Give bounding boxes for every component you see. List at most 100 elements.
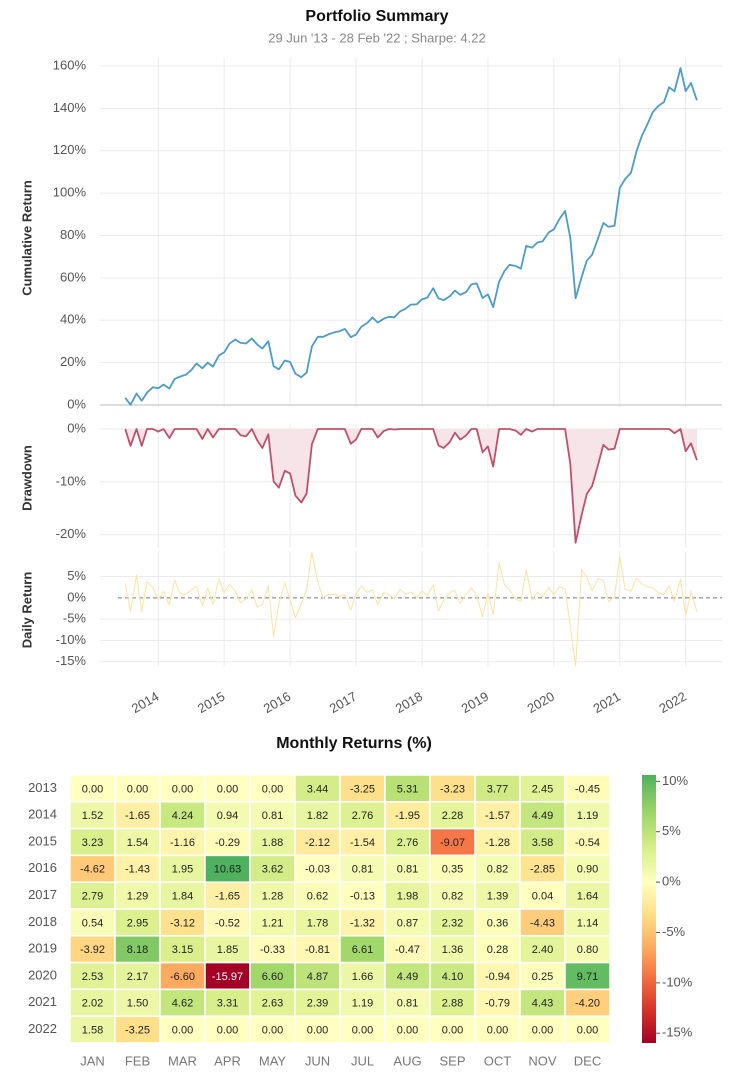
heatmap-cell bbox=[429, 854, 476, 883]
cell-label: -0.29 bbox=[215, 837, 240, 849]
cell-label: 0.90 bbox=[577, 864, 598, 876]
cell-label: 3.31 bbox=[217, 998, 238, 1010]
column-label: JAN bbox=[80, 1053, 105, 1068]
heatmap-cell bbox=[69, 935, 116, 964]
cell-label: -4.20 bbox=[575, 998, 600, 1010]
column-label: SEP bbox=[439, 1053, 465, 1068]
cell-label: 4.24 bbox=[172, 810, 193, 822]
heatmap-title: Monthly Returns (%) bbox=[276, 735, 432, 752]
cell-label: -0.33 bbox=[260, 944, 285, 956]
column-label: OCT bbox=[484, 1053, 512, 1068]
cell-label: 6.60 bbox=[262, 971, 283, 983]
cell-label: 0.87 bbox=[397, 917, 418, 929]
cell-label: 5.31 bbox=[397, 783, 418, 795]
cell-label: -1.65 bbox=[125, 810, 150, 822]
heatmap-cell bbox=[159, 988, 206, 1017]
cell-label: 0.25 bbox=[532, 971, 553, 983]
cell-label: -0.94 bbox=[485, 971, 510, 983]
cell-label: -3.23 bbox=[440, 783, 465, 795]
heatmap-cell bbox=[474, 827, 521, 857]
cell-label: -0.03 bbox=[305, 864, 330, 876]
cell-label: -0.45 bbox=[575, 783, 600, 795]
cell-label: -0.52 bbox=[215, 917, 240, 929]
cell-label: 0.00 bbox=[352, 1025, 373, 1037]
y-tick-label: 60% bbox=[60, 269, 86, 284]
cell-label: -2.85 bbox=[530, 864, 555, 876]
cell-label: -1.32 bbox=[350, 917, 375, 929]
cell-label: -4.43 bbox=[530, 917, 555, 929]
heatmap-cell bbox=[474, 881, 521, 910]
y-axis-label: Cumulative Return bbox=[19, 180, 34, 296]
heatmap-cell bbox=[249, 827, 296, 857]
cell-label: 3.62 bbox=[262, 864, 283, 876]
cell-label: 9.71 bbox=[577, 971, 598, 983]
cell-label: 1.88 bbox=[262, 837, 283, 849]
cell-label: 10.63 bbox=[214, 864, 242, 876]
heatmap-cell bbox=[564, 1015, 611, 1044]
cell-label: 1.19 bbox=[577, 810, 598, 822]
cell-label: -1.57 bbox=[485, 810, 510, 822]
y-tick-label: 0% bbox=[67, 420, 86, 435]
cell-label: 2.79 bbox=[82, 891, 103, 903]
heatmap-cell bbox=[474, 908, 521, 937]
heatmap-cell bbox=[564, 774, 611, 803]
cell-label: 0.80 bbox=[577, 944, 598, 956]
x-tick-label: 2020 bbox=[525, 689, 558, 716]
heatmap-cell bbox=[339, 908, 386, 937]
heatmap-cell bbox=[159, 961, 206, 991]
y-tick-label: 100% bbox=[53, 185, 87, 200]
heatmap-cell bbox=[429, 935, 476, 964]
cell-label: 3.15 bbox=[172, 944, 193, 956]
cell-label: 0.00 bbox=[172, 783, 193, 795]
cell-label: 1.36 bbox=[442, 944, 463, 956]
heatmap-cell bbox=[159, 908, 206, 937]
cell-label: 0.00 bbox=[217, 1025, 238, 1037]
cell-label: 2.17 bbox=[127, 971, 148, 983]
heatmap-cell bbox=[249, 988, 296, 1017]
cell-label: 2.40 bbox=[532, 944, 553, 956]
cell-label: 0.00 bbox=[127, 783, 148, 795]
cell-label: 0.81 bbox=[397, 998, 418, 1010]
cell-label: 1.82 bbox=[307, 810, 328, 822]
cell-label: 0.04 bbox=[532, 891, 553, 903]
y-tick-label: 0% bbox=[67, 396, 86, 411]
heatmap-cell bbox=[159, 881, 206, 910]
x-tick-label: 2016 bbox=[261, 689, 294, 716]
heatmap-cell bbox=[249, 801, 296, 830]
cell-label: -1.65 bbox=[215, 891, 240, 903]
cell-label: 2.53 bbox=[82, 971, 103, 983]
heatmap-cell bbox=[384, 961, 431, 991]
cell-label: 0.28 bbox=[487, 944, 508, 956]
row-label: 2021 bbox=[28, 994, 57, 1009]
cell-label: 2.88 bbox=[442, 998, 463, 1010]
heatmap-cell bbox=[204, 988, 251, 1017]
row-label: 2022 bbox=[28, 1021, 57, 1036]
chart-subtitle: 29 Jun '13 - 28 Feb '22 ; Sharpe: 4.22 bbox=[268, 30, 485, 45]
y-tick-label: 140% bbox=[53, 100, 87, 115]
cell-label: 4.49 bbox=[532, 810, 553, 822]
cell-label: 1.95 bbox=[172, 864, 193, 876]
heatmap-cell bbox=[384, 881, 431, 910]
column-label: FEB bbox=[125, 1053, 150, 1068]
cell-label: 2.76 bbox=[397, 837, 418, 849]
cell-label: 1.84 bbox=[172, 891, 193, 903]
cell-label: -15.97 bbox=[212, 971, 243, 983]
column-label: JUL bbox=[351, 1053, 374, 1068]
heatmap-cell bbox=[339, 854, 386, 883]
cell-label: -9.07 bbox=[440, 837, 465, 849]
cell-label: 4.62 bbox=[172, 998, 193, 1010]
heatmap-cell bbox=[339, 881, 386, 910]
heatmap-cell bbox=[114, 854, 161, 883]
cell-label: 2.32 bbox=[442, 917, 463, 929]
drawdown-area bbox=[125, 428, 697, 543]
row-label: 2015 bbox=[28, 833, 57, 848]
heatmap-cell bbox=[519, 908, 566, 937]
cell-label: 1.52 bbox=[82, 810, 103, 822]
x-tick-label: 2021 bbox=[590, 689, 623, 716]
heatmap-cell bbox=[114, 988, 161, 1017]
heatmap-cell bbox=[114, 961, 161, 991]
cell-label: 1.98 bbox=[397, 891, 418, 903]
heatmap-cell bbox=[69, 988, 116, 1017]
x-tick-label: 2017 bbox=[327, 689, 360, 716]
